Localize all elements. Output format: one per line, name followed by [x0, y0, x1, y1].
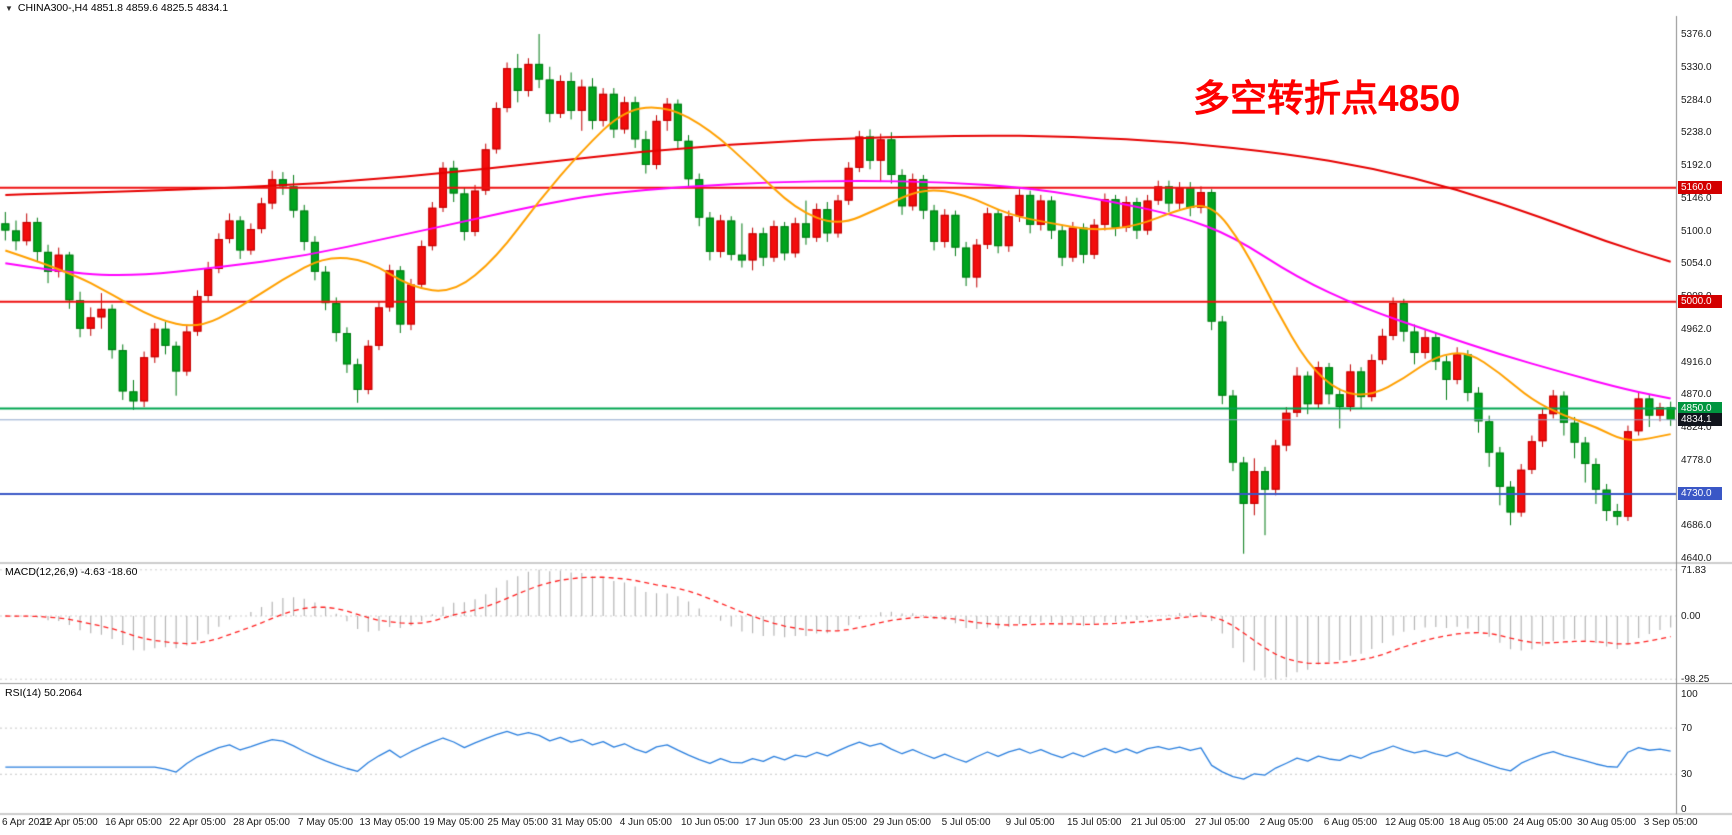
date-axis-label: 3 Sep 05:00 — [1643, 817, 1698, 828]
macd-indicator-title: MACD(12,26,9) -4.63 -18.60 — [5, 566, 138, 578]
price-axis-label: 5330.0 — [1681, 61, 1712, 73]
date-axis-label: 7 May 05:00 — [298, 817, 354, 828]
rsi-axis-label: 70 — [1681, 723, 1693, 735]
date-axis-label: 16 Apr 05:00 — [105, 817, 162, 828]
date-axis-label: 29 Jun 05:00 — [873, 817, 931, 828]
date-axis-label: 19 May 05:00 — [423, 817, 484, 828]
date-axis-label: 30 Aug 05:00 — [1577, 817, 1637, 828]
rsi-axis-label: 30 — [1681, 769, 1693, 781]
date-axis-label: 15 Jul 05:00 — [1066, 817, 1122, 828]
price-axis-label: 4962.0 — [1681, 323, 1712, 335]
date-axis-label: 18 Aug 05:00 — [1449, 817, 1508, 828]
symbol-dropdown-icon[interactable]: ▼ — [5, 3, 13, 13]
date-axis-label: 22 Apr 05:00 — [169, 817, 226, 828]
price-axis-label: 4916.0 — [1681, 356, 1712, 368]
price-axis-label: 5100.0 — [1681, 225, 1712, 237]
date-axis-label: 13 May 05:00 — [359, 817, 420, 828]
date-axis-label: 12 Apr 05:00 — [41, 817, 98, 828]
annotation-text: 多空转折点4850 — [1193, 78, 1461, 119]
price-axis-label: 4870.0 — [1681, 389, 1712, 401]
date-axis-label: 27 Jul 05:00 — [1195, 817, 1250, 828]
date-axis-label: 6 Apr 2021 — [2, 817, 51, 828]
date-axis-label: 10 Jun 05:00 — [680, 817, 739, 828]
price-level-tag: 5000.0 — [1678, 295, 1722, 309]
date-axis-label: 2 Aug 05:00 — [1259, 817, 1314, 828]
date-axis-label: 17 Jun 05:00 — [745, 817, 803, 828]
rsi-indicator-title: RSI(14) 50.2064 — [5, 687, 83, 699]
date-axis-label: 12 Aug 05:00 — [1384, 817, 1444, 828]
macd-axis-label: 71.83 — [1681, 564, 1707, 576]
date-axis-label: 6 Aug 05:00 — [1323, 817, 1378, 828]
price-axis-label: 5284.0 — [1681, 94, 1712, 106]
date-axis-label: 25 May 05:00 — [487, 817, 549, 828]
price-axis-label: 4640.0 — [1681, 553, 1712, 564]
symbol-ohlc-readout: CHINA300-,H4 4851.8 4859.6 4825.5 4834.1 — [17, 2, 229, 14]
date-axis-label: 31 May 05:00 — [551, 817, 613, 828]
date-axis-label: 28 Apr 05:00 — [233, 817, 290, 828]
chart-header: ▼ CHINA300-,H4 4851.8 4859.6 4825.5 4834… — [5, 2, 228, 14]
macd-axis-label: -98.25 — [1681, 674, 1710, 686]
price-axis-label: 4778.0 — [1681, 454, 1712, 466]
price-axis-label: 5054.0 — [1681, 258, 1712, 270]
date-axis-label: 4 Jun 05:00 — [619, 817, 672, 828]
price-level-tag: 4730.0 — [1678, 487, 1722, 501]
rsi-axis-label: 100 — [1681, 688, 1698, 700]
date-axis-label: 24 Aug 05:00 — [1513, 817, 1573, 828]
price-axis-label: 5376.0 — [1681, 29, 1712, 40]
macd-axis-label: 0.00 — [1681, 611, 1701, 622]
date-axis-label: 9 Jul 05:00 — [1005, 817, 1055, 828]
price-axis-label: 5238.0 — [1681, 127, 1712, 139]
date-axis-label: 21 Jul 05:00 — [1131, 817, 1186, 828]
price-axis-label: 5192.0 — [1681, 160, 1712, 171]
price-axis-label: 4686.0 — [1681, 520, 1712, 532]
date-axis-label: 23 Jun 05:00 — [809, 817, 867, 828]
rsi-axis-label: 0 — [1681, 803, 1687, 815]
date-axis-label: 5 Jul 05:00 — [941, 817, 991, 828]
price-axis-label: 5146.0 — [1681, 192, 1712, 204]
price-level-tag: 4834.1 — [1678, 413, 1722, 427]
price-axis-label: 4824.0 — [1681, 422, 1712, 433]
price-level-tag: 5160.0 — [1678, 181, 1722, 195]
price-level-tag: 4850.0 — [1678, 401, 1722, 415]
